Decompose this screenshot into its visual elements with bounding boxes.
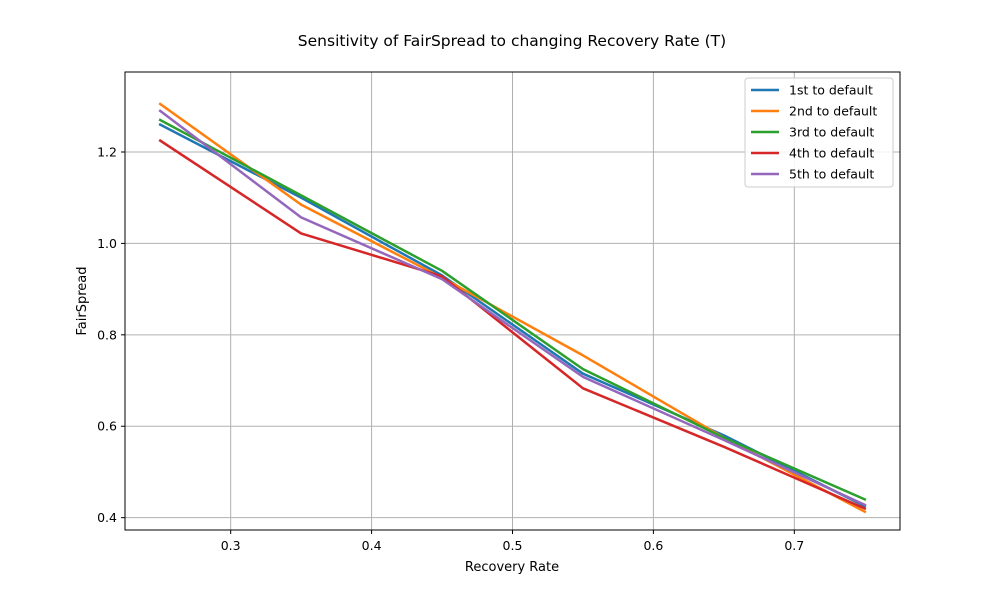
series-layer [158, 102, 867, 514]
y-tick-label: 0.4 [97, 510, 117, 525]
legend-label-3: 3rd to default [789, 125, 874, 140]
y-tick-label: 1.2 [97, 144, 117, 159]
x-tick-label: 0.5 [503, 538, 523, 553]
legend-label-2: 2nd to default [789, 104, 877, 119]
legend: 1st to default 2nd to default 3rd to defau… [744, 77, 894, 188]
y-tick-label: 1.0 [97, 236, 117, 251]
y-axis: 0.4 0.6 0.8 1.0 1.2 [97, 144, 125, 525]
x-tick-label: 0.4 [362, 538, 382, 553]
legend-label-5: 5th to default [789, 167, 874, 182]
x-axis: 0.3 0.4 0.5 0.6 0.7 [221, 530, 804, 553]
chart-title: Sensitivity of FairSpread to changing Re… [298, 32, 726, 50]
series-line-5 [158, 109, 867, 507]
x-axis-label: Recovery Rate [465, 560, 559, 575]
x-tick-label: 0.3 [221, 538, 241, 553]
x-tick-label: 0.6 [643, 538, 663, 553]
legend-box [744, 77, 894, 188]
y-tick-label: 0.8 [97, 327, 117, 342]
series-line-3 [158, 118, 867, 502]
x-tick-label: 0.7 [784, 538, 804, 553]
y-axis-label: FairSpread [75, 267, 90, 336]
legend-label-4: 4th to default [789, 146, 874, 161]
y-tick-label: 0.6 [97, 419, 117, 434]
series-line-4 [158, 138, 867, 511]
legend-label-1: 1st to default [789, 83, 873, 98]
